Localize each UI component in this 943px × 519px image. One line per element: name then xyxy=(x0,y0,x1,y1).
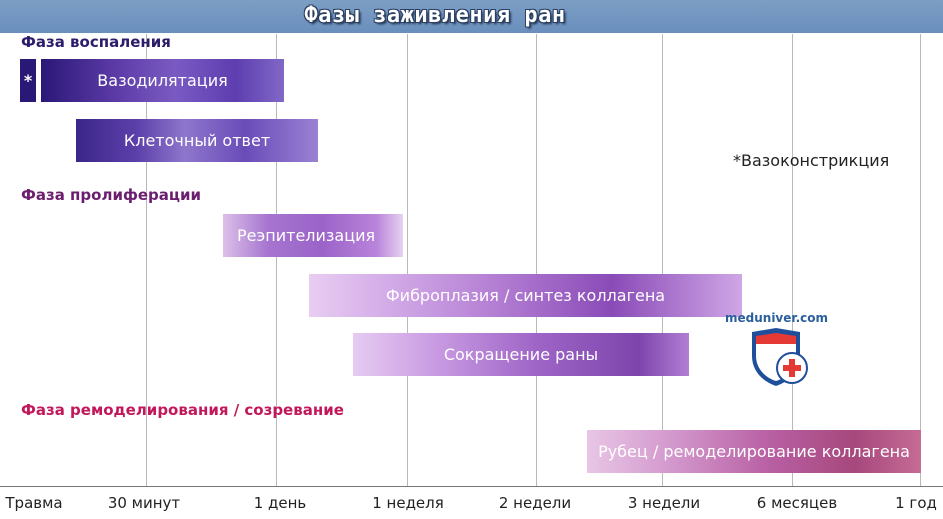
bar-scar-remodeling: Рубец / ремоделирование коллагена xyxy=(587,430,921,473)
axis-tick: 1 неделя xyxy=(372,494,444,512)
vasoconstriction-marker: * xyxy=(20,59,36,102)
bar-reepithelialization: Реэпителизация xyxy=(223,214,403,257)
title-bar: Фазы заживления ран xyxy=(0,0,943,33)
bar-vasodilation-label: Вазодилятация xyxy=(97,71,228,90)
phase-remodeling-title: Фаза ремоделирования / созревание xyxy=(21,401,344,419)
axis-tick: 1 день xyxy=(253,494,307,512)
axis-tick: 3 недели xyxy=(627,494,701,512)
bar-scar-remodeling-label: Рубец / ремоделирование коллагена xyxy=(598,442,910,461)
gridline xyxy=(662,34,663,486)
bar-fibroplasia: Фиброплазия / синтез коллагена xyxy=(309,274,742,317)
bar-contraction: Сокращение раны xyxy=(353,333,689,376)
logo-text: meduniver.com xyxy=(725,311,829,325)
bar-cellular-response-label: Клеточный ответ xyxy=(123,131,271,150)
gridline xyxy=(920,34,921,486)
gridline xyxy=(407,34,408,486)
bar-contraction-label: Сокращение раны xyxy=(443,345,599,364)
axis-tick: 30 минут xyxy=(107,494,181,512)
shield-cross-icon xyxy=(752,328,808,386)
gridline xyxy=(146,34,147,486)
bar-cellular-response: Клеточный ответ xyxy=(76,119,318,162)
gridline xyxy=(276,34,277,486)
bar-fibroplasia-label: Фиброплазия / синтез коллагена xyxy=(385,286,666,305)
gridline xyxy=(536,34,537,486)
phase-proliferation-title: Фаза пролиферации xyxy=(21,186,202,204)
axis-tick: 2 недели xyxy=(498,494,572,512)
bar-reepithelialization-label: Реэпителизация xyxy=(237,226,376,245)
gridline xyxy=(792,34,793,486)
page-title: Фазы заживления ран xyxy=(304,3,566,28)
vasoconstriction-note: *Вазоконстрикция xyxy=(733,151,890,170)
phase-inflammation-title: Фаза воспаления xyxy=(21,33,171,51)
axis-tick: Травма xyxy=(5,494,63,512)
time-axis xyxy=(0,486,943,487)
axis-tick: 1 год xyxy=(895,494,937,512)
axis-tick: 6 месяцев xyxy=(756,494,838,512)
bar-vasodilation: Вазодилятация xyxy=(41,59,284,102)
